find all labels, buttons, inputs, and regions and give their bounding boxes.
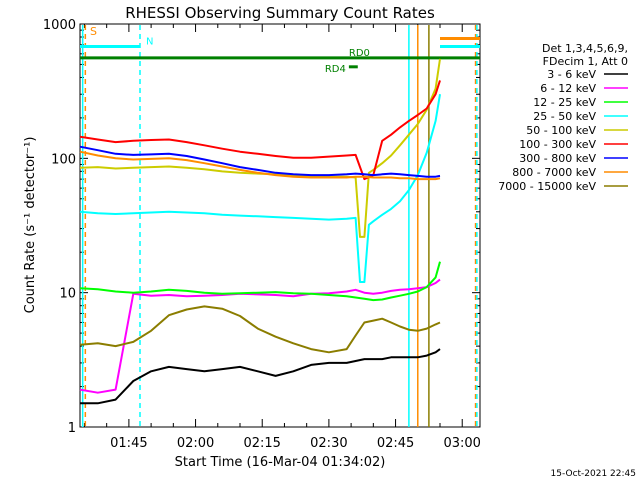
legend-label: 300 - 800 keV <box>519 152 596 165</box>
legend-header-2: FDecim 1, Att 0 <box>543 55 628 68</box>
legend-label: 50 - 100 keV <box>526 124 596 137</box>
x-tick-labels: 01:45 02:00 02:15 02:30 02:45 03:00 <box>110 436 481 451</box>
y-axis-label: Count Rate (s⁻¹ detector⁻¹) <box>23 137 38 314</box>
legend-label: 12 - 25 keV <box>533 96 596 109</box>
series-line <box>80 348 441 405</box>
bar-label: S <box>90 25 97 38</box>
series-lines <box>79 58 441 405</box>
timestamp: 15-Oct-2021 22:45 <box>551 469 636 479</box>
legend: Det 1,3,4,5,6,9, FDecim 1, Att 0 3 - 6 k… <box>498 42 628 193</box>
x-tick-label: 02:15 <box>243 436 280 451</box>
x-tick-label: 03:00 <box>443 436 480 451</box>
y-tick-label: 1000 <box>43 18 76 33</box>
series-line <box>79 150 441 181</box>
series-line <box>79 145 441 178</box>
legend-label: 7000 - 15000 keV <box>498 180 596 193</box>
legend-label: 6 - 12 keV <box>540 82 596 95</box>
vertical-markers <box>81 25 478 427</box>
series-line <box>79 305 441 354</box>
x-tick-label: 02:30 <box>310 436 347 451</box>
legend-label: 800 - 7000 keV <box>512 166 596 179</box>
x-axis-label: Start Time (16-Mar-04 01:34:02) <box>175 455 386 470</box>
y-tick-labels: 1 10 100 1000 <box>43 18 76 436</box>
bar-label: RD4 <box>325 64 346 75</box>
legend-label: 100 - 300 keV <box>519 138 596 151</box>
legend-header-1: Det 1,3,4,5,6,9, <box>542 42 628 55</box>
chart-title: RHESSI Observing Summary Count Rates <box>125 4 435 22</box>
x-tick-label: 01:45 <box>110 436 147 451</box>
series-line <box>79 94 441 283</box>
y-tick-label: 100 <box>51 152 76 167</box>
x-tick-label: 02:00 <box>177 436 214 451</box>
y-tick-label: 10 <box>59 287 76 302</box>
series-line <box>79 278 441 394</box>
series-line <box>79 261 441 302</box>
legend-label: 25 - 50 keV <box>533 110 596 123</box>
series-line <box>79 80 441 181</box>
x-tick-label: 02:45 <box>377 436 414 451</box>
y-tick-label: 1 <box>68 421 76 436</box>
bar-label: RD0 <box>349 48 370 59</box>
plot-area-frame <box>79 23 481 428</box>
legend-label: 3 - 6 keV <box>547 68 596 81</box>
series-line <box>79 58 441 238</box>
bar-label: N <box>146 36 153 47</box>
